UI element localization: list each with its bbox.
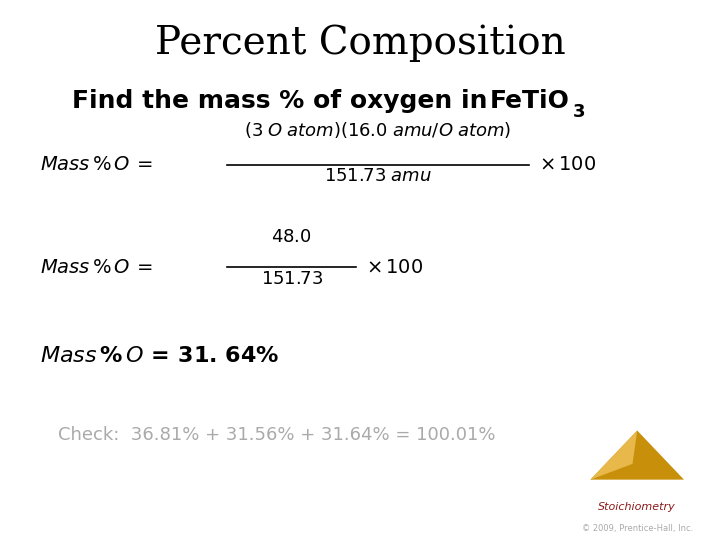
Text: $\mathit{151.73\;amu}$: $\mathit{151.73\;amu}$ xyxy=(324,167,432,185)
Polygon shape xyxy=(590,430,684,480)
Text: Stoichiometry: Stoichiometry xyxy=(598,502,676,512)
Text: Find the mass % of oxygen in: Find the mass % of oxygen in xyxy=(72,89,487,113)
Text: $\mathit{Mass}\,\%\,O\,=$: $\mathit{Mass}\,\%\,O\,=$ xyxy=(40,155,152,174)
Text: $\mathit{Mass}\,\%\,O\,=$: $\mathit{Mass}\,\%\,O\,=$ xyxy=(40,258,152,277)
Text: $\mathit{(3\;O\;atom)(16.0\;amu/O\;atom)}$: $\mathit{(3\;O\;atom)(16.0\;amu/O\;atom)… xyxy=(244,120,512,140)
Text: © 2009, Prentice-Hall, Inc.: © 2009, Prentice-Hall, Inc. xyxy=(582,524,693,533)
Text: 3: 3 xyxy=(572,103,585,120)
Text: $\times\,100$: $\times\,100$ xyxy=(539,155,596,174)
Text: $\times\,100$: $\times\,100$ xyxy=(366,258,423,277)
Text: $\mathit{48.0}$: $\mathit{48.0}$ xyxy=(271,228,312,246)
Text: Check:  36.81% + 31.56% + 31.64% = 100.01%: Check: 36.81% + 31.56% + 31.64% = 100.01… xyxy=(58,426,495,444)
Polygon shape xyxy=(590,430,637,480)
Text: FeTiO: FeTiO xyxy=(490,89,570,113)
Text: Percent Composition: Percent Composition xyxy=(155,24,565,62)
Text: $\mathit{151.73}$: $\mathit{151.73}$ xyxy=(261,270,323,288)
Text: $\mathbf{\mathit{Mass}}\,\mathbf{\%}\,\mathbf{\mathit{O}}\,\mathbf{=\,31.\,64\%}: $\mathbf{\mathit{Mass}}\,\mathbf{\%}\,\m… xyxy=(40,346,279,367)
